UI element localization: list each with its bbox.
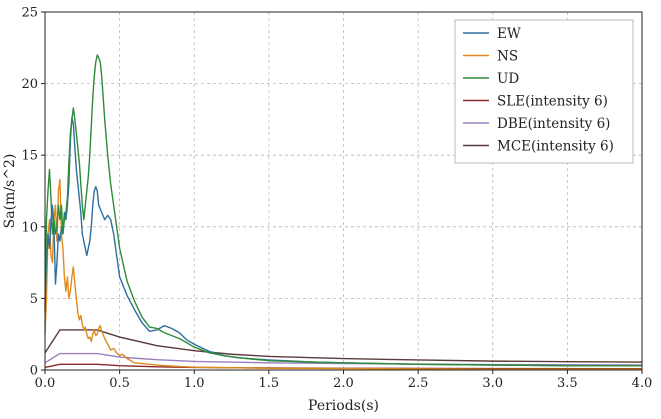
y-tick-label: 15: [21, 149, 38, 164]
legend-box: [454, 19, 634, 164]
legend: EW NS UD SLE(intensity 6) DBE(intensity 6) MC…: [454, 19, 634, 164]
y-tick-label: 10: [21, 220, 38, 235]
y-tick-label: 0: [30, 364, 38, 379]
y-tick-label: 20: [21, 77, 38, 92]
x-tick-label: 2.5: [408, 376, 429, 391]
x-tick-label: 1.0: [184, 376, 205, 391]
y-tick-label: 25: [21, 6, 38, 21]
series-lines: [44, 54, 643, 370]
y-tick-label: 5: [30, 292, 38, 307]
x-axis-label: Periods(s): [308, 398, 379, 414]
x-tick-label: 2.0: [333, 376, 354, 391]
series-line-ew: [44, 117, 642, 367]
x-axis-ticks: 0.0 0.5 1.0 1.5 2.0 2.5 3.0 3.5 4.0: [35, 370, 653, 391]
series-line-mce: [44, 329, 643, 363]
x-tick-label: 0.5: [109, 376, 130, 391]
y-axis-ticks: 0 5 10 15 20 25: [21, 6, 45, 379]
legend-label: NS: [497, 49, 518, 65]
legend-label: DBE(intensity 6): [497, 116, 610, 132]
y-axis-label: Sa(m/s^2): [2, 154, 18, 229]
x-tick-label: 4.0: [632, 376, 653, 391]
x-tick-label: 1.5: [259, 376, 280, 391]
series-line-ns: [44, 178, 642, 370]
x-tick-label: 3.5: [557, 376, 578, 391]
series-line-ud: [44, 54, 642, 367]
x-tick-label: 3.0: [482, 376, 503, 391]
legend-label: SLE(intensity 6): [497, 94, 608, 110]
legend-label: UD: [497, 71, 519, 87]
x-tick-label: 0.0: [35, 376, 56, 391]
legend-label: EW: [497, 26, 521, 42]
legend-label: MCE(intensity 6): [497, 139, 614, 155]
